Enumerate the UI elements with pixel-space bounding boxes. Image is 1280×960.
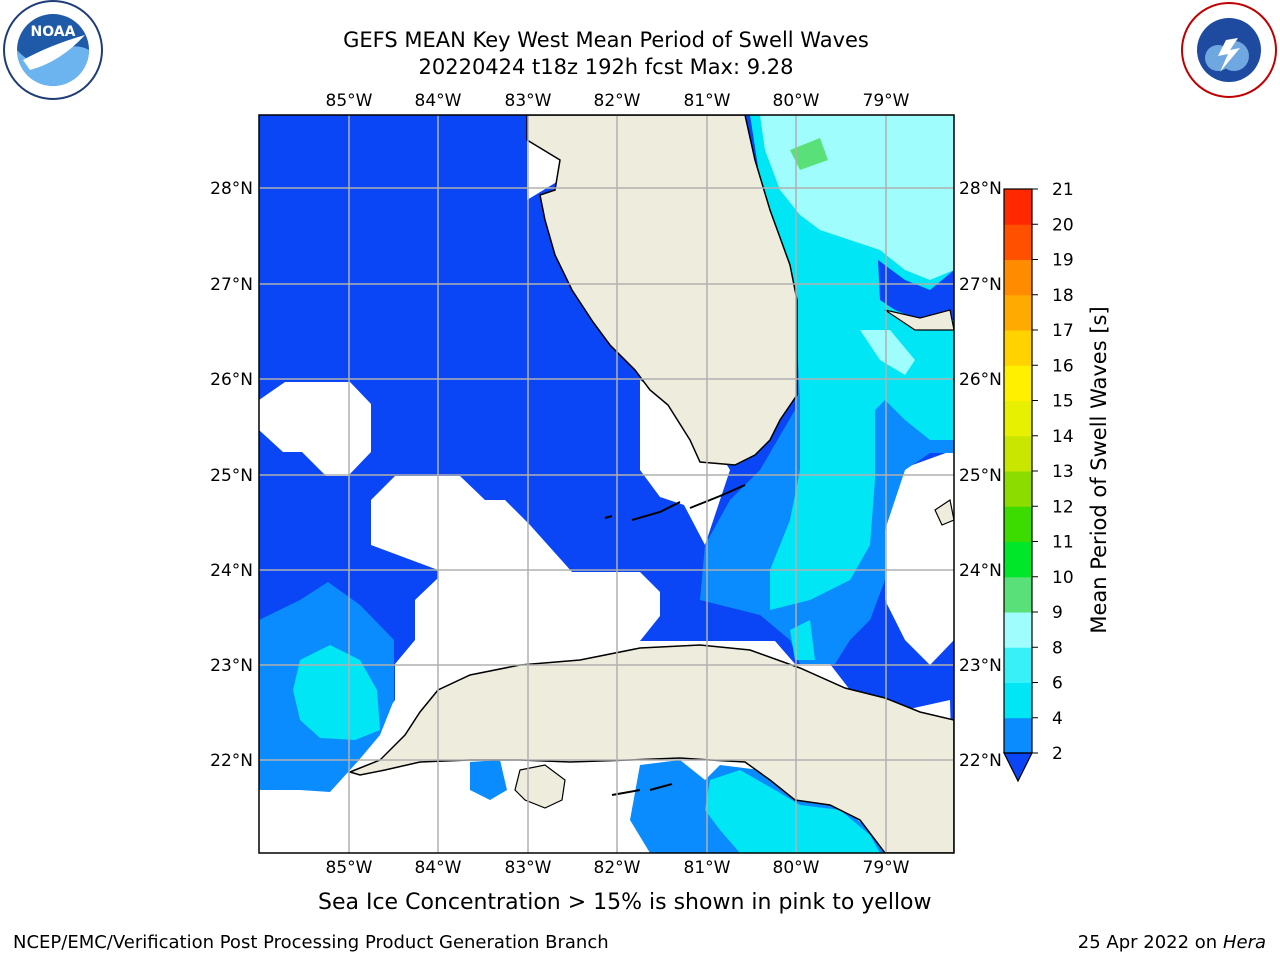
colorbar-segment xyxy=(1004,400,1032,437)
colorbar-tick-label: 4 xyxy=(1052,709,1063,729)
florida-land xyxy=(526,115,798,466)
colorbar-ticks: 2 4 6 8 9 10 11 12 13 14 15 16 17 18 19 20 21 xyxy=(1032,180,1074,764)
lon-label-bottom: 83°W xyxy=(505,858,552,878)
lon-label-top: 81°W xyxy=(684,91,731,111)
colorbar-segment xyxy=(1004,612,1032,648)
date-stamp: 25 Apr 2022 on Hera xyxy=(1078,932,1266,953)
colorbar-tick-label: 16 xyxy=(1052,356,1074,376)
lat-label-left: 23°N xyxy=(210,656,253,676)
colorbar-segment xyxy=(1004,506,1032,542)
map-frame xyxy=(258,114,955,854)
colorbar xyxy=(1003,188,1033,783)
lat-label-right: 28°N xyxy=(959,179,1002,199)
colorbar-tick-label: 8 xyxy=(1052,638,1063,658)
colorbar-segment xyxy=(1004,259,1032,296)
lon-label-top: 83°W xyxy=(505,91,552,111)
colorbar-tick-label: 20 xyxy=(1052,215,1074,235)
lon-label-top: 85°W xyxy=(326,91,373,111)
lat-label-left: 28°N xyxy=(210,179,253,199)
colorbar-segment xyxy=(1004,330,1032,366)
lon-label-bottom: 82°W xyxy=(594,858,641,878)
lon-label-bottom: 84°W xyxy=(415,858,462,878)
chart-title: GEFS MEAN Key West Mean Period of Swell … xyxy=(343,28,869,52)
lon-label-top: 79°W xyxy=(863,91,910,111)
national-weather-service-logo xyxy=(1181,2,1277,98)
lat-label-right: 22°N xyxy=(959,751,1002,771)
lon-label-bottom: 79°W xyxy=(863,858,910,878)
lon-label-bottom: 80°W xyxy=(773,858,820,878)
lat-label-right: 23°N xyxy=(959,656,1002,676)
lat-label-left: 27°N xyxy=(210,275,253,295)
colorbar-tick-label: 12 xyxy=(1052,497,1074,517)
sea-ice-caption: Sea Ice Concentration > 15% is shown in … xyxy=(318,890,932,915)
colorbar-tick-label: 9 xyxy=(1052,603,1063,623)
colorbar-tick-label: 11 xyxy=(1052,533,1074,553)
date-text: 25 Apr 2022 on xyxy=(1077,932,1223,953)
colorbar-tick-label: 13 xyxy=(1052,462,1074,482)
colorbar-tick-label: 19 xyxy=(1052,251,1074,271)
colorbar-segment xyxy=(1004,294,1032,331)
lat-label-left: 24°N xyxy=(210,561,253,581)
lon-label-bottom: 85°W xyxy=(326,858,373,878)
lat-label-right: 24°N xyxy=(959,561,1002,581)
colorbar-tick-label: 15 xyxy=(1052,392,1074,412)
colorbar-segment xyxy=(1004,471,1032,507)
colorbar-tick-label: 10 xyxy=(1052,568,1074,588)
colorbar-tick-label: 6 xyxy=(1052,674,1063,694)
colorbar-segment xyxy=(1004,647,1032,683)
colorbar-segment xyxy=(1004,576,1032,613)
colorbar-tick-label: 2 xyxy=(1052,744,1063,764)
lat-label-right: 27°N xyxy=(959,275,1002,295)
host-text: Hera xyxy=(1222,932,1266,953)
colorbar-segment xyxy=(1004,541,1032,578)
noaa-logo: NOAA xyxy=(3,0,103,100)
lat-label-right: 25°N xyxy=(959,466,1002,486)
colorbar-segment xyxy=(1004,435,1032,472)
colorbar-segment xyxy=(1004,224,1032,260)
colorbar-segment xyxy=(1004,682,1032,719)
colorbar-tick-label: 21 xyxy=(1052,180,1074,200)
lon-label-top: 84°W xyxy=(415,91,462,111)
colorbar-tick-label: 18 xyxy=(1052,286,1074,306)
colorbar-extend-triangle xyxy=(1003,752,1033,783)
colorbar-segment xyxy=(1004,365,1032,401)
lat-label-left: 26°N xyxy=(210,370,253,390)
lon-label-top: 80°W xyxy=(773,91,820,111)
lon-label-top: 82°W xyxy=(594,91,641,111)
lon-label-bottom: 81°W xyxy=(684,858,731,878)
colorbar-tick-label: 14 xyxy=(1052,427,1074,447)
lat-label-right: 26°N xyxy=(959,370,1002,390)
chart-subtitle: 20220424 t18z 192h fcst Max: 9.28 xyxy=(418,55,794,79)
colorbar-label: Mean Period of Swell Waves [s] xyxy=(1087,306,1111,633)
colorbar-segment xyxy=(1004,189,1032,225)
lat-label-left: 25°N xyxy=(210,466,253,486)
lat-label-left: 22°N xyxy=(210,751,253,771)
svg-text:NOAA: NOAA xyxy=(31,24,76,40)
map-area xyxy=(259,115,954,853)
graticule xyxy=(259,115,954,853)
colorbar-segment xyxy=(1004,717,1032,754)
credit-text: NCEP/EMC/Verification Post Processing Pr… xyxy=(13,932,609,953)
colorbar-tick-label: 17 xyxy=(1052,321,1074,341)
